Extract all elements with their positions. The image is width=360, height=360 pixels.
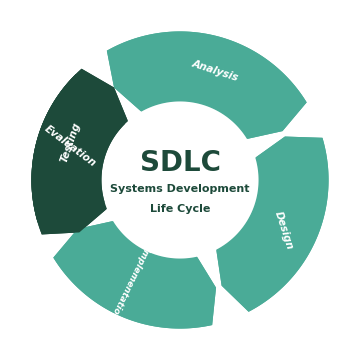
Text: Evaluation: Evaluation — [42, 124, 98, 169]
Polygon shape — [107, 31, 307, 139]
Text: Systems Development: Systems Development — [110, 184, 250, 194]
Text: Implementation: Implementation — [108, 246, 151, 322]
Text: Testing: Testing — [59, 121, 82, 164]
Polygon shape — [216, 136, 329, 312]
Text: Design: Design — [273, 210, 294, 251]
Polygon shape — [31, 74, 125, 234]
Circle shape — [102, 102, 258, 258]
Text: Life Cycle: Life Cycle — [150, 204, 210, 214]
Text: SDLC: SDLC — [140, 149, 221, 177]
Text: Analysis: Analysis — [191, 58, 240, 82]
Polygon shape — [31, 69, 128, 224]
Polygon shape — [31, 74, 125, 234]
Polygon shape — [53, 221, 216, 329]
Circle shape — [112, 112, 248, 248]
Polygon shape — [53, 221, 216, 329]
Polygon shape — [107, 31, 307, 139]
Polygon shape — [31, 69, 128, 224]
Polygon shape — [216, 136, 329, 312]
